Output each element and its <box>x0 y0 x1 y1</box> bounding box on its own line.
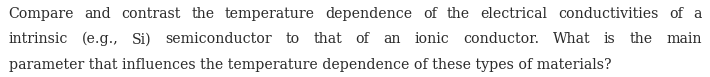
Text: is: is <box>604 32 616 46</box>
Text: What: What <box>552 32 590 46</box>
Text: the: the <box>447 7 470 21</box>
Text: an: an <box>383 32 400 46</box>
Text: (e.g.,: (e.g., <box>82 32 119 46</box>
Text: the: the <box>629 32 652 46</box>
Text: intrinsic: intrinsic <box>9 32 68 46</box>
Text: parameter that influences the temperature dependence of these types of materials: parameter that influences the temperatur… <box>9 58 611 72</box>
Text: temperature: temperature <box>225 7 315 21</box>
Text: conductivities: conductivities <box>558 7 658 21</box>
Text: Compare: Compare <box>9 7 74 21</box>
Text: and: and <box>84 7 111 21</box>
Text: of: of <box>669 7 683 21</box>
Text: the: the <box>191 7 214 21</box>
Text: contrast: contrast <box>121 7 181 21</box>
Text: ionic: ionic <box>415 32 449 46</box>
Text: dependence: dependence <box>325 7 413 21</box>
Text: conductor.: conductor. <box>463 32 539 46</box>
Text: of: of <box>422 7 437 21</box>
Text: a: a <box>693 7 701 21</box>
Text: main: main <box>666 32 701 46</box>
Text: electrical: electrical <box>481 7 547 21</box>
Text: that: that <box>313 32 342 46</box>
Text: to: to <box>285 32 300 46</box>
Text: Si): Si) <box>132 32 151 46</box>
Text: semiconductor: semiconductor <box>165 32 272 46</box>
Text: of: of <box>356 32 370 46</box>
